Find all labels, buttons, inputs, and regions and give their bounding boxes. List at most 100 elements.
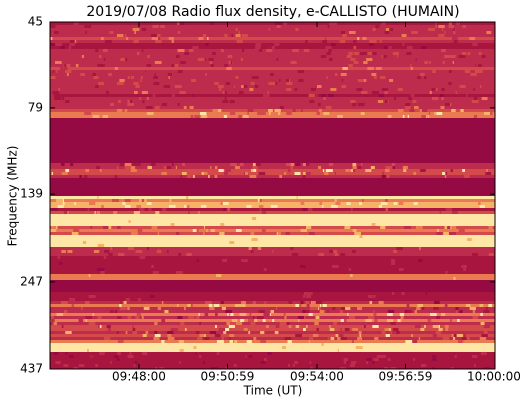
heatmap-cell	[463, 271, 467, 274]
heatmap-cell	[97, 139, 100, 142]
heatmap-cell	[288, 364, 291, 367]
heatmap-cell	[71, 304, 75, 307]
heatmap-cell	[426, 46, 433, 49]
heatmap-cell	[249, 88, 254, 91]
heatmap-cell	[97, 64, 103, 67]
heatmap-cell	[246, 340, 252, 343]
heatmap-cell	[274, 331, 279, 334]
heatmap-cell	[201, 205, 207, 208]
heatmap-cell	[433, 118, 441, 121]
heatmap-cell	[171, 94, 175, 97]
heatmap-cell	[116, 34, 124, 37]
heatmap-cell	[452, 127, 459, 130]
heatmap-cell	[100, 37, 104, 40]
heatmap-cell	[408, 97, 413, 100]
heatmap-cell	[196, 337, 203, 340]
heatmap-cell	[472, 310, 474, 313]
heatmap-cell	[117, 142, 119, 145]
heatmap-cell	[467, 202, 471, 205]
heatmap-cell	[295, 325, 300, 328]
heatmap-cell	[259, 223, 266, 226]
heatmap-cell	[53, 175, 56, 178]
heatmap-cell	[372, 325, 379, 328]
heatmap-cell	[298, 319, 300, 322]
heatmap-cell	[136, 91, 141, 94]
heatmap-cell	[224, 106, 232, 109]
heatmap-cell	[220, 49, 224, 52]
heatmap-cell	[453, 28, 456, 31]
heatmap-cell	[88, 274, 91, 277]
heatmap-cell	[125, 331, 128, 334]
heatmap-cell	[429, 313, 437, 316]
heatmap-cell	[193, 349, 199, 352]
heatmap-cell	[182, 163, 185, 166]
heatmap-cell	[161, 319, 166, 322]
heatmap-cell	[169, 130, 176, 133]
heatmap-cell	[194, 352, 196, 355]
heatmap-cell	[55, 43, 63, 46]
heatmap-row	[50, 223, 495, 226]
heatmap-cell	[352, 229, 357, 232]
heatmap-cell	[172, 160, 176, 163]
heatmap-cell	[105, 91, 110, 94]
heatmap-cell	[253, 337, 257, 340]
heatmap-cell	[471, 346, 474, 349]
heatmap-cell	[366, 358, 372, 361]
heatmap-cell	[364, 271, 370, 274]
heatmap-cell	[142, 100, 145, 103]
heatmap-cell	[450, 367, 454, 369]
heatmap-cell	[311, 301, 317, 304]
heatmap-cell	[140, 76, 145, 79]
heatmap-cell	[163, 241, 170, 244]
heatmap-cell	[353, 52, 359, 55]
heatmap-cell	[309, 367, 313, 369]
heatmap-cell	[417, 304, 424, 307]
heatmap-cell	[442, 337, 450, 340]
heatmap-cell	[486, 235, 494, 238]
heatmap-cell	[314, 283, 318, 286]
heatmap-cell	[153, 28, 157, 31]
heatmap-cell	[385, 166, 392, 169]
heatmap-cell	[445, 154, 453, 157]
heatmap-cell	[257, 112, 264, 115]
heatmap-cell	[445, 271, 448, 274]
heatmap-cell	[226, 169, 231, 172]
heatmap-row	[50, 337, 495, 340]
heatmap-cell	[229, 241, 235, 244]
heatmap-cell	[56, 139, 60, 142]
heatmap-cell	[120, 58, 127, 61]
heatmap-cell	[420, 343, 425, 346]
heatmap-cell	[73, 181, 78, 184]
heatmap-cell	[157, 97, 163, 100]
heatmap-cell	[457, 319, 460, 322]
heatmap-cell	[250, 169, 255, 172]
heatmap-cell	[300, 202, 305, 205]
heatmap-row	[50, 43, 495, 46]
heatmap-cell	[413, 106, 419, 109]
heatmap-cell	[80, 298, 85, 301]
heatmap-cell	[421, 199, 427, 202]
heatmap-cell	[198, 37, 204, 40]
heatmap-cell	[382, 88, 388, 91]
heatmap-cell	[127, 355, 134, 358]
heatmap-cell	[370, 166, 375, 169]
heatmap-cell	[378, 94, 384, 97]
heatmap-cell	[373, 76, 377, 79]
heatmap-cell	[143, 349, 151, 352]
heatmap-cell	[223, 73, 228, 76]
heatmap-cell	[61, 250, 66, 253]
heatmap-cell	[292, 49, 299, 52]
heatmap-cell	[259, 295, 266, 298]
heatmap-cell	[91, 355, 93, 358]
heatmap-cell	[346, 175, 352, 178]
heatmap-cell	[448, 250, 452, 253]
heatmap-cell	[148, 127, 154, 130]
heatmap-cell	[198, 313, 200, 316]
heatmap-row	[50, 94, 495, 97]
heatmap-cell	[264, 301, 266, 304]
heatmap-cell	[316, 85, 322, 88]
heatmap-row	[50, 277, 495, 280]
heatmap-cell	[483, 328, 490, 331]
heatmap-cell	[300, 301, 304, 304]
heatmap-cell	[204, 79, 211, 82]
